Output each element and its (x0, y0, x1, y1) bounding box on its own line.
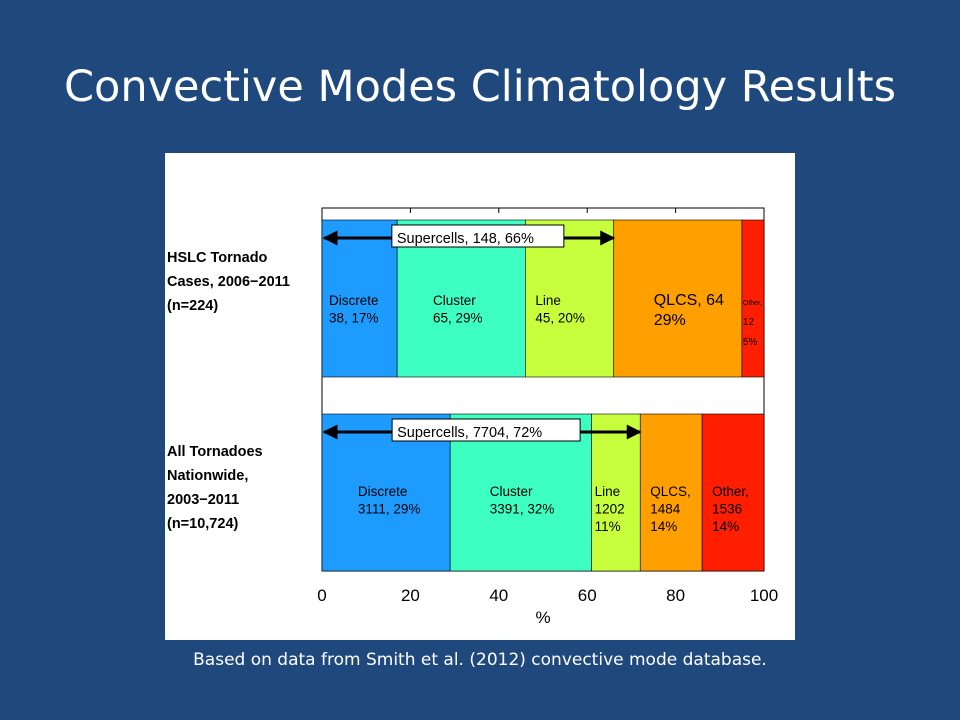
x-tick-label: 20 (401, 586, 420, 605)
segment-label-other: 12 (743, 317, 755, 328)
bar-segment-other (701, 413, 765, 572)
bar-segment-line (525, 219, 615, 378)
x-tick-label: 80 (666, 586, 685, 605)
segment-label-line: 45, 20% (535, 311, 585, 326)
segment-label-qlcs: 1484 (650, 502, 681, 517)
segment-label-qlcs: 14% (650, 519, 677, 534)
bar-segment-qlcs (613, 219, 743, 378)
chart-figure: 0 20 40 60 80 100% Discrete 38, 17% Cluster 65, 2… (165, 153, 795, 640)
supercell-label: Supercells, 148, 66% (397, 231, 534, 247)
segment-label-line: Line (535, 293, 561, 308)
segment-label-cluster: Cluster (433, 293, 476, 308)
bar-segment-qlcs (639, 413, 703, 572)
group-label: All Tornadoes (167, 444, 263, 460)
x-tick-label: 60 (578, 586, 597, 605)
segment-label-qlcs: QLCS, 64 (654, 292, 724, 309)
segment-label-other: 1536 (712, 502, 742, 517)
segment-label-cluster: Cluster (490, 484, 533, 499)
group-label: (n=224) (167, 298, 218, 314)
supercell-box (391, 224, 565, 248)
segment-label-other: Other, (712, 484, 749, 499)
segment-label-discrete: 38, 17% (329, 311, 379, 326)
segment-label-qlcs: QLCS, (650, 484, 691, 499)
group-label: 2003−2011 (167, 492, 239, 508)
x-axis-label: % (535, 608, 550, 627)
segment-label-other: 5% (743, 337, 758, 348)
bar-segment-discrete (321, 219, 398, 378)
stacked-bar-chart: 0 20 40 60 80 100% Discrete 38, 17% Cluster 65, 2… (167, 207, 778, 627)
slide-caption: Based on data from Smith et al. (2012) c… (193, 650, 767, 670)
segment-label-other: Other, (743, 300, 762, 307)
supercell-box (391, 418, 581, 442)
segment-label-line: 11% (595, 519, 621, 534)
segment-label-cluster: 3391, 32% (490, 502, 555, 517)
segment-label-discrete: 3111, 29% (358, 502, 421, 517)
x-tick-label: 40 (489, 586, 508, 605)
x-tick-label: 0 (317, 586, 326, 605)
bar-segment-other (741, 219, 765, 378)
segment-label-other: 14% (712, 519, 739, 534)
slide-title: Convective Modes Climatology Results (64, 62, 896, 112)
segment-label-discrete: Discrete (329, 293, 379, 308)
group-label: Cases, 2006−2011 (167, 274, 290, 290)
segment-label-line: 1202 (595, 502, 625, 517)
segment-label-cluster: 65, 29% (433, 311, 483, 326)
segment-label-discrete: Discrete (358, 484, 408, 499)
x-tick-label: 100 (750, 586, 778, 605)
segment-label-qlcs: 29% (654, 312, 686, 329)
segment-label-line: Line (595, 484, 621, 499)
group-label: (n=10,724) (167, 516, 239, 532)
group-label: HSLC Tornado (167, 250, 268, 266)
group-label: Nationwide, (167, 468, 248, 484)
supercell-label: Supercells, 7704, 72% (397, 425, 542, 441)
